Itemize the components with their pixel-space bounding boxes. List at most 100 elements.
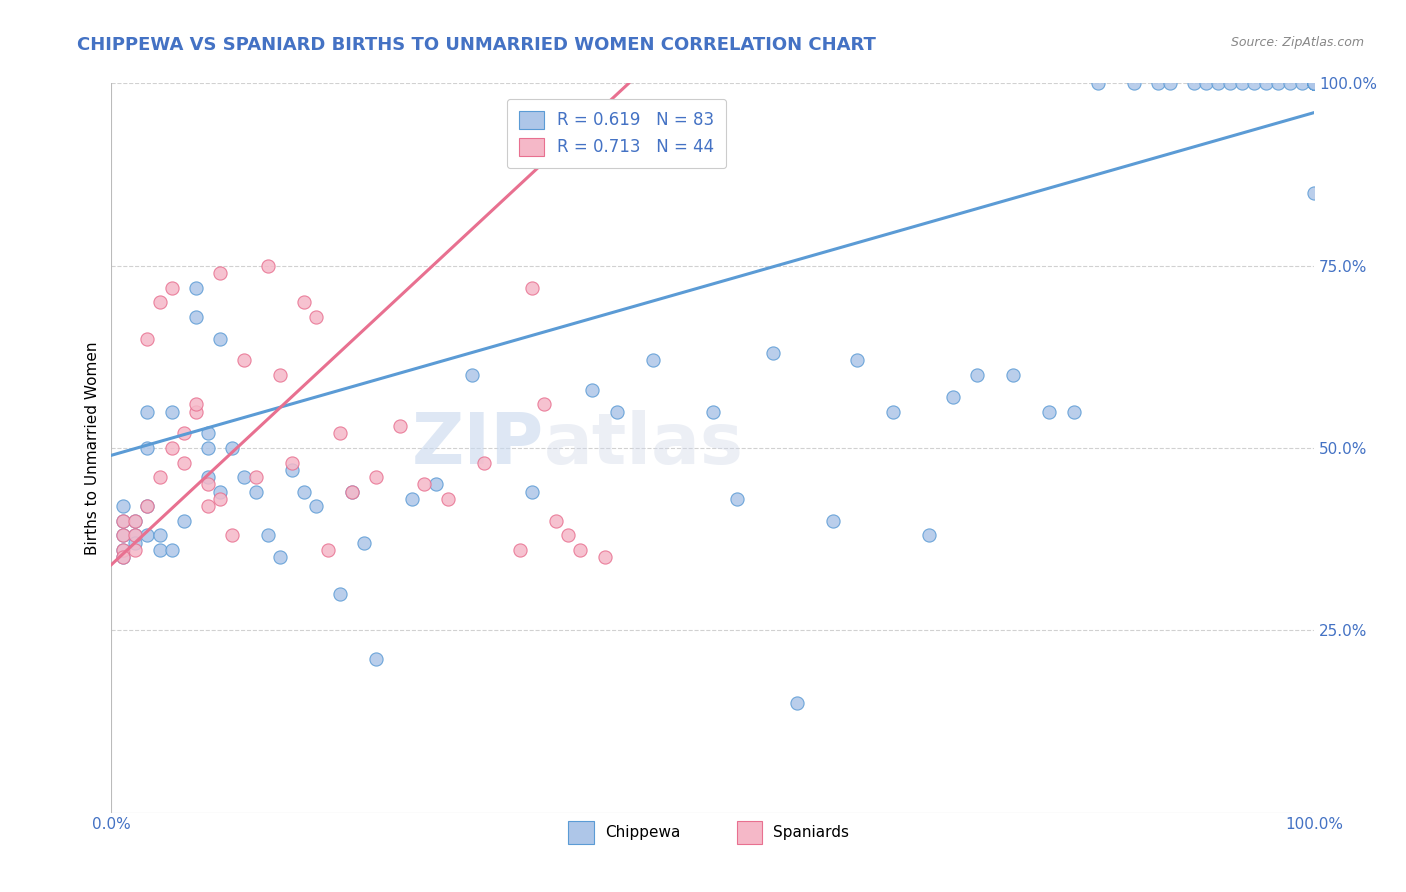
Point bbox=[846, 353, 869, 368]
Point bbox=[1063, 404, 1085, 418]
Point bbox=[1195, 77, 1218, 91]
Point bbox=[702, 404, 724, 418]
Point bbox=[593, 550, 616, 565]
Point bbox=[148, 470, 170, 484]
Point bbox=[184, 397, 207, 411]
Point bbox=[821, 514, 844, 528]
Point bbox=[197, 426, 219, 441]
Point bbox=[269, 550, 291, 565]
Point bbox=[208, 266, 231, 280]
Point bbox=[1279, 77, 1302, 91]
Point bbox=[364, 652, 387, 666]
Text: ZIP: ZIP bbox=[412, 409, 544, 479]
Point bbox=[1303, 186, 1326, 200]
Point bbox=[232, 470, 254, 484]
Point bbox=[197, 470, 219, 484]
Point bbox=[569, 543, 592, 558]
Point bbox=[112, 514, 135, 528]
Point bbox=[1243, 77, 1265, 91]
Point bbox=[160, 404, 183, 418]
Point bbox=[557, 528, 579, 542]
Point bbox=[1303, 77, 1326, 91]
Point bbox=[136, 332, 159, 346]
Point bbox=[136, 500, 159, 514]
Point bbox=[1303, 77, 1326, 91]
Point bbox=[1087, 77, 1109, 91]
Point bbox=[1291, 77, 1313, 91]
Point bbox=[509, 543, 531, 558]
Legend: R = 0.619   N = 83, R = 0.713   N = 44: R = 0.619 N = 83, R = 0.713 N = 44 bbox=[508, 99, 725, 168]
Point bbox=[184, 280, 207, 294]
Point bbox=[1303, 77, 1326, 91]
Point bbox=[173, 456, 195, 470]
Point bbox=[546, 514, 568, 528]
Point bbox=[437, 491, 460, 506]
Point bbox=[112, 500, 135, 514]
Point bbox=[413, 477, 436, 491]
Point bbox=[316, 543, 339, 558]
Point bbox=[112, 543, 135, 558]
Point bbox=[232, 353, 254, 368]
Point bbox=[197, 500, 219, 514]
Point bbox=[1230, 77, 1253, 91]
Point bbox=[606, 404, 628, 418]
Point bbox=[1303, 77, 1326, 91]
Point bbox=[1303, 77, 1326, 91]
Point bbox=[1303, 77, 1326, 91]
Point bbox=[281, 463, 304, 477]
Point bbox=[184, 404, 207, 418]
Point bbox=[136, 500, 159, 514]
Point bbox=[1303, 77, 1326, 91]
Point bbox=[136, 528, 159, 542]
Point bbox=[1159, 77, 1181, 91]
Point bbox=[197, 441, 219, 455]
Point bbox=[148, 295, 170, 310]
Point bbox=[305, 500, 328, 514]
Point bbox=[269, 368, 291, 382]
Point bbox=[124, 535, 146, 549]
Point bbox=[725, 491, 748, 506]
Point bbox=[1038, 404, 1060, 418]
Point bbox=[353, 535, 375, 549]
Point bbox=[292, 295, 315, 310]
Point bbox=[472, 456, 495, 470]
Point bbox=[256, 259, 278, 273]
Point bbox=[197, 477, 219, 491]
Point bbox=[461, 368, 484, 382]
Point bbox=[329, 587, 352, 601]
Point bbox=[340, 484, 363, 499]
Point bbox=[136, 404, 159, 418]
Text: Spaniards: Spaniards bbox=[773, 825, 849, 840]
Text: CHIPPEWA VS SPANIARD BIRTHS TO UNMARRIED WOMEN CORRELATION CHART: CHIPPEWA VS SPANIARD BIRTHS TO UNMARRIED… bbox=[77, 36, 876, 54]
Point bbox=[292, 484, 315, 499]
Point bbox=[221, 528, 243, 542]
Point bbox=[281, 456, 304, 470]
Point bbox=[1303, 77, 1326, 91]
Point bbox=[148, 543, 170, 558]
Point bbox=[112, 514, 135, 528]
Point bbox=[425, 477, 447, 491]
Point bbox=[112, 550, 135, 565]
Point bbox=[1182, 77, 1205, 91]
Point bbox=[148, 528, 170, 542]
Point bbox=[1146, 77, 1168, 91]
Point bbox=[245, 470, 267, 484]
Point bbox=[882, 404, 904, 418]
Point bbox=[160, 441, 183, 455]
Point bbox=[942, 390, 965, 404]
Point bbox=[1122, 77, 1144, 91]
Point bbox=[160, 280, 183, 294]
Point bbox=[1267, 77, 1289, 91]
Text: Chippewa: Chippewa bbox=[605, 825, 681, 840]
Point bbox=[124, 528, 146, 542]
Point bbox=[1303, 77, 1326, 91]
Point bbox=[208, 332, 231, 346]
Point bbox=[112, 543, 135, 558]
Point bbox=[136, 441, 159, 455]
Point bbox=[173, 514, 195, 528]
Point bbox=[641, 353, 664, 368]
Text: atlas: atlas bbox=[544, 409, 744, 479]
Point bbox=[1206, 77, 1229, 91]
Point bbox=[1303, 77, 1326, 91]
Point bbox=[112, 550, 135, 565]
